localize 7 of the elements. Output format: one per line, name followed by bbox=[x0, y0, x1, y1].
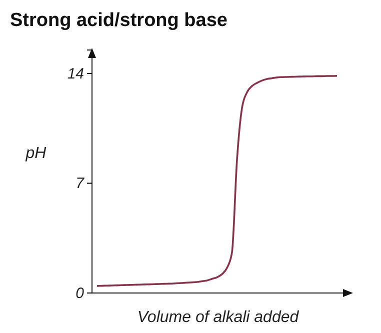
y-tick-label: 7 bbox=[76, 175, 85, 192]
x-axis-title: Volume of alkali added bbox=[137, 309, 300, 326]
line-series bbox=[96, 74, 338, 287]
y-tick-label: 0 bbox=[76, 284, 85, 302]
y-tick-label: 14 bbox=[67, 65, 84, 82]
y-axis-title: pH bbox=[24, 145, 47, 162]
chart-title: Strong acid/strong base bbox=[10, 10, 228, 31]
